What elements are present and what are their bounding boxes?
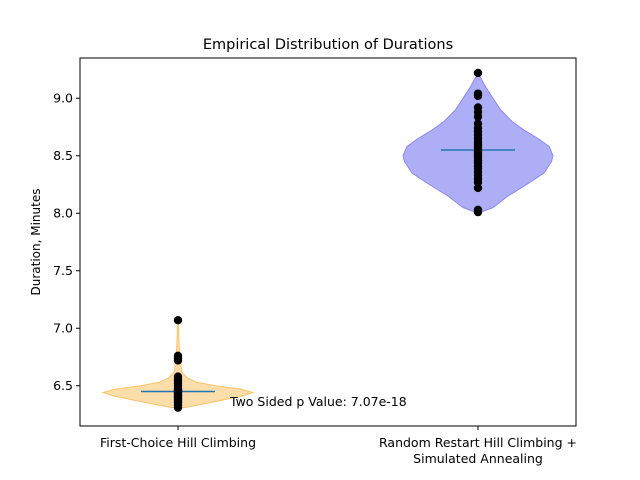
data-point: [473, 103, 483, 112]
data-point: [473, 89, 483, 98]
data-point: [473, 119, 483, 128]
x-tick-label: Random Restart Hill Climbing +: [379, 435, 577, 450]
y-tick-label: 9.0: [53, 90, 73, 105]
y-tick-label: 6.5: [53, 378, 73, 393]
data-point: [473, 205, 483, 214]
axis-ticks: 6.5 7.0 7.5 8.0 8.5 9.0 First-Choice Hill Clim…: [53, 90, 577, 466]
chart-title: Empirical Distribution of Durations: [203, 37, 453, 53]
x-tick-label: First-Choice Hill Climbing: [100, 435, 256, 450]
data-point: [173, 316, 183, 325]
data-point: [473, 183, 483, 193]
y-tick-label: 8.5: [53, 148, 73, 163]
data-point: [473, 68, 483, 78]
plot-area: [101, 68, 554, 412]
x-tick-label: Simulated Annealing: [413, 451, 543, 466]
y-axis-label: Duration, Minutes: [29, 189, 43, 296]
y-tick-label: 7.5: [53, 263, 73, 278]
y-tick-label: 8.0: [53, 205, 73, 220]
axes-frame: [79, 57, 577, 427]
y-tick-label: 7.0: [53, 320, 73, 335]
data-point: [173, 372, 183, 381]
p-value-annotation: Two Sided p Value: 7.07e-18: [229, 394, 407, 409]
data-point: [173, 351, 183, 361]
